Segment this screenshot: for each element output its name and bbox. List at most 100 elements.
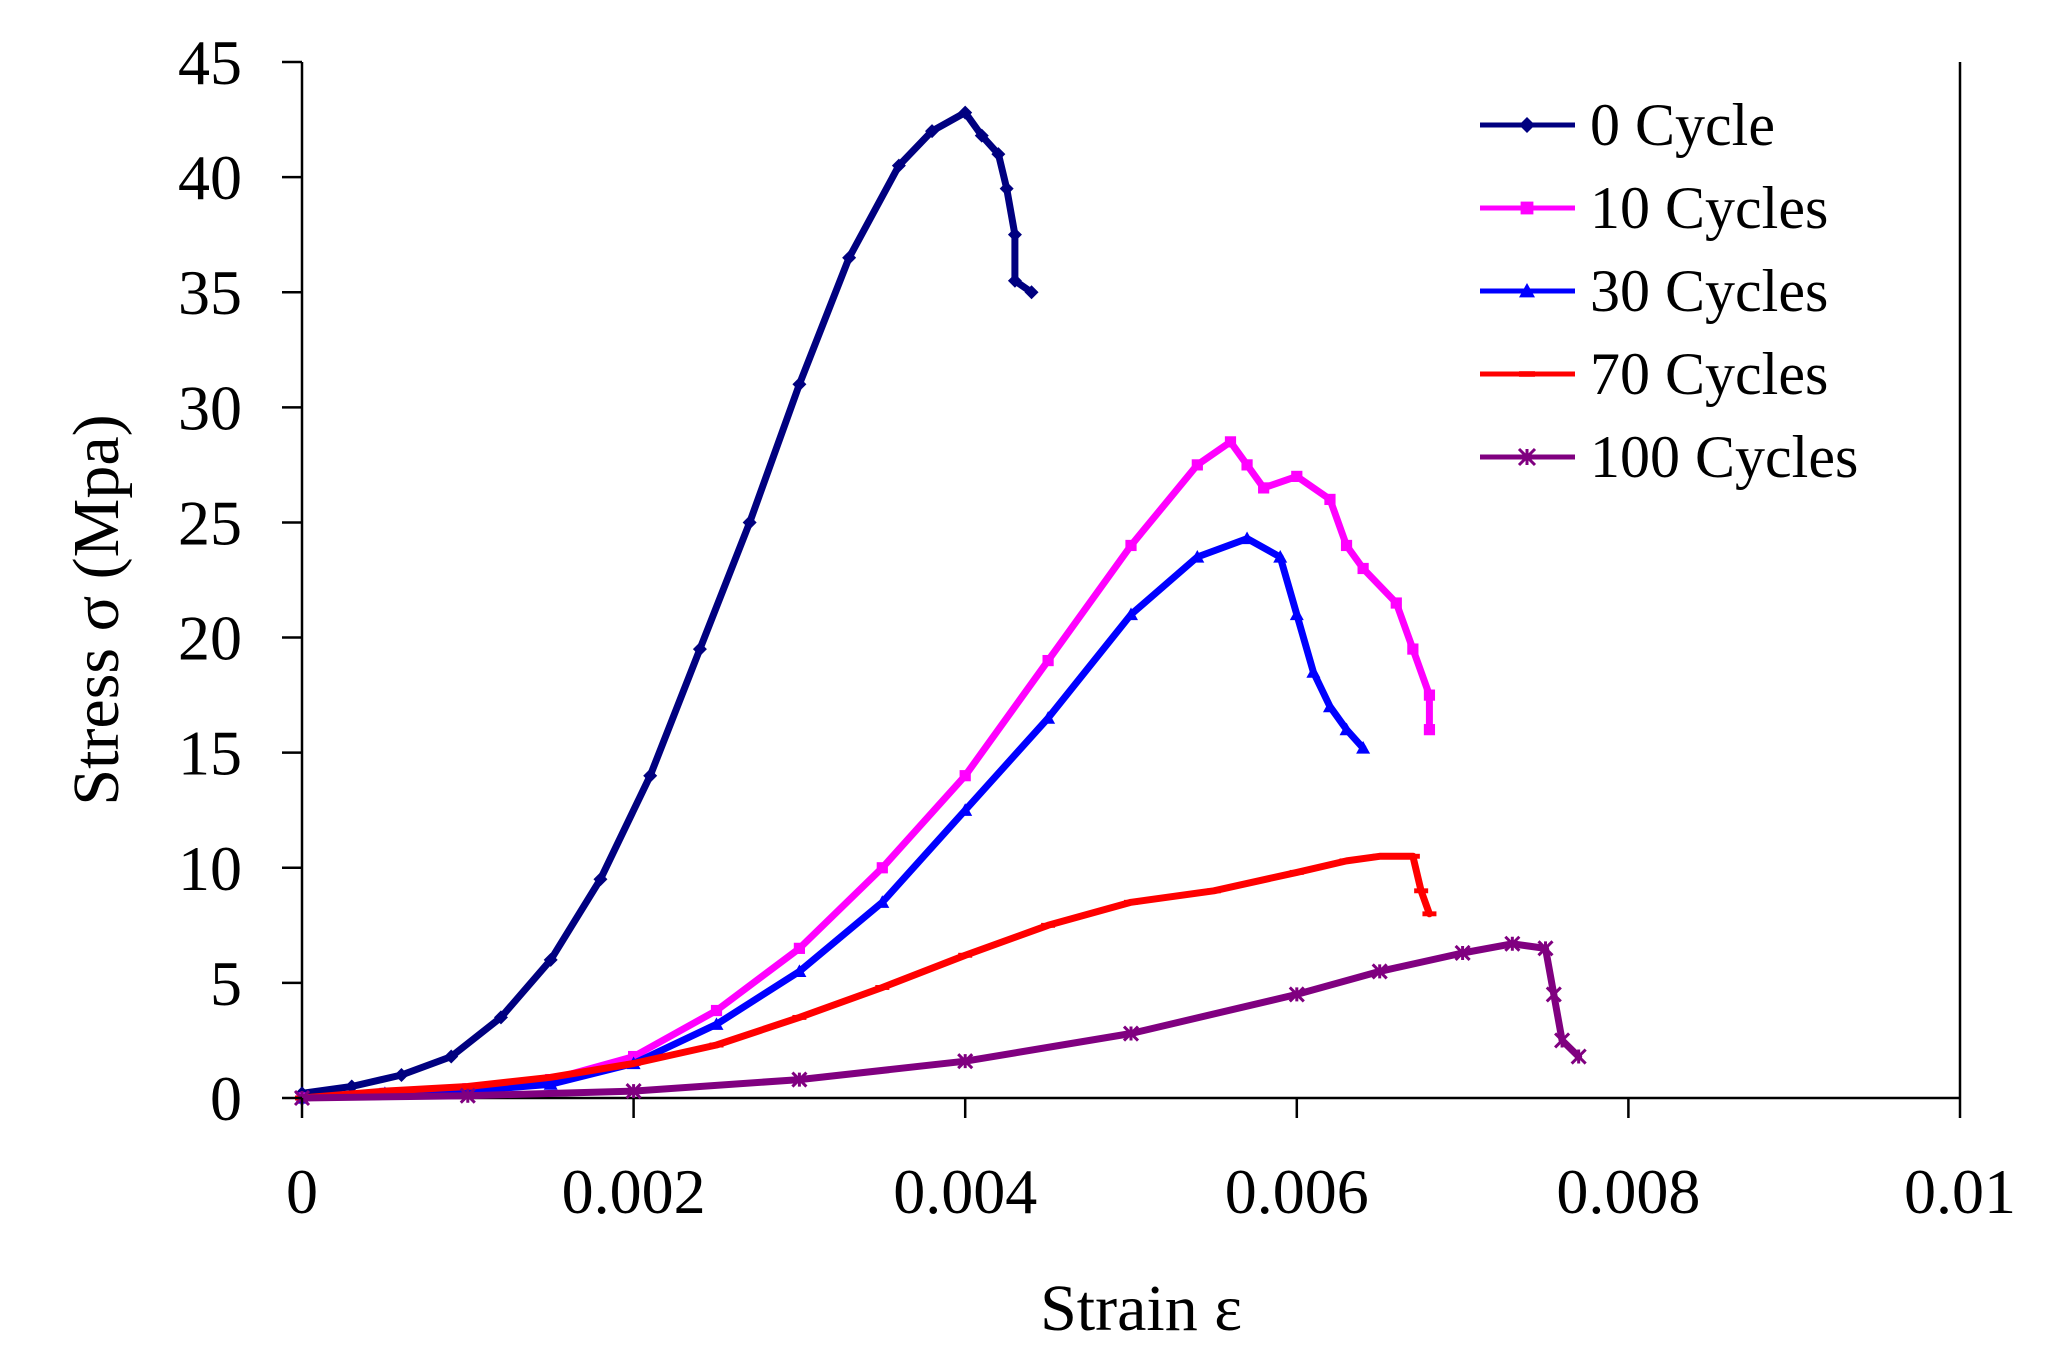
data-point [1423, 689, 1436, 701]
y-axis-ticks: 0 5 10 15 20 25 30 35 40 45 [178, 27, 302, 1134]
data-point [1372, 853, 1387, 859]
data-point [792, 1014, 807, 1020]
data-point [710, 1004, 723, 1017]
x-tick-label: 0.002 [562, 1156, 706, 1227]
y-tick-label: 35 [178, 257, 242, 328]
series-0-cycle [295, 105, 1039, 1101]
data-point [394, 1067, 409, 1082]
data-point [493, 1010, 508, 1025]
data-point [1122, 1025, 1140, 1042]
legend-item: 30 Cycles [1480, 258, 1828, 324]
data-point [1357, 562, 1369, 575]
data-point [1504, 935, 1521, 952]
legend-item: 70 Cycles [1480, 341, 1828, 407]
data-point [1339, 858, 1354, 864]
data-point [1024, 285, 1039, 300]
y-axis-title: Stress σ (Mpa) [60, 414, 133, 805]
data-point [1240, 531, 1255, 545]
series-line [298, 852, 1433, 1102]
legend-marker [1519, 283, 1535, 298]
data-point [842, 250, 857, 265]
legend-marker [1519, 117, 1535, 133]
y-tick-label: 10 [178, 833, 242, 904]
data-point [1289, 607, 1304, 621]
x-axis-ticks: 0 0.002 0.004 0.006 0.008 0.01 [286, 1098, 2016, 1227]
y-tick-label: 25 [178, 487, 242, 558]
data-point [958, 803, 973, 816]
data-point [958, 105, 973, 120]
data-point [1190, 549, 1205, 563]
data-point [709, 1042, 724, 1048]
data-point [1414, 888, 1429, 894]
series-100-cycles [293, 935, 1587, 1107]
series-70-cycles [295, 852, 1437, 1102]
data-point [1007, 273, 1022, 288]
data-point [692, 642, 707, 657]
data-point [1007, 227, 1022, 242]
data-point [1454, 944, 1471, 962]
data-point [958, 952, 973, 958]
data-point [1537, 940, 1554, 957]
y-tick-label: 0 [210, 1063, 242, 1134]
data-point [1288, 986, 1305, 1003]
data-point [643, 768, 658, 783]
y-tick-label: 5 [210, 948, 242, 1019]
x-tick-label: 0.01 [1904, 1156, 2016, 1227]
data-point [875, 895, 890, 908]
data-point [792, 377, 807, 392]
data-point [1407, 643, 1419, 655]
data-point [1356, 741, 1371, 754]
y-tick-label: 15 [178, 718, 242, 789]
data-point [1224, 436, 1237, 448]
data-point [444, 1049, 459, 1064]
legend-label: 0 Cycle [1590, 92, 1775, 158]
series-layer [293, 105, 1587, 1107]
data-point [1545, 986, 1562, 1003]
legend-marker [1520, 201, 1534, 215]
data-point [792, 964, 807, 977]
data-point [925, 124, 940, 139]
data-point [625, 1083, 642, 1100]
data-point [1390, 597, 1402, 609]
x-tick-label: 0.004 [893, 1156, 1037, 1227]
y-tick-label: 30 [178, 372, 242, 443]
data-point [1306, 665, 1321, 678]
data-point [1422, 911, 1437, 917]
y-tick-label: 40 [178, 142, 242, 213]
legend-label: 70 Cycles [1590, 341, 1828, 407]
data-point [1340, 539, 1353, 552]
data-point [1191, 459, 1203, 471]
series-line [298, 109, 1035, 1097]
data-point [543, 1074, 558, 1080]
data-point [543, 1077, 558, 1090]
data-point [959, 770, 971, 782]
x-tick-label: 0.006 [1225, 1156, 1369, 1227]
legend-label: 100 Cycles [1590, 424, 1858, 490]
data-point [1206, 888, 1221, 894]
data-point [1324, 493, 1336, 506]
data-point [957, 1053, 974, 1070]
data-point [1041, 711, 1056, 724]
data-point [709, 1017, 724, 1030]
data-point [791, 1071, 808, 1088]
data-point [1124, 899, 1138, 905]
data-point [742, 515, 757, 530]
data-point [460, 1084, 475, 1089]
legend: 0 Cycle 10 Cycles 30 Cycles 70 Cycles 100 Cy… [1480, 92, 1858, 490]
data-point [459, 1087, 476, 1104]
data-point [999, 181, 1014, 196]
y-tick-label: 45 [178, 27, 242, 98]
data-point [1570, 1048, 1587, 1065]
data-point [1273, 549, 1288, 563]
data-point [1405, 853, 1420, 859]
data-point [1423, 724, 1436, 736]
data-point [543, 952, 558, 967]
data-point [991, 147, 1006, 162]
data-point [1042, 654, 1054, 667]
data-point [377, 1088, 392, 1094]
data-point [1554, 1032, 1571, 1049]
data-point [1322, 699, 1337, 713]
x-axis-title: Strain ε [1040, 1272, 1242, 1345]
y-tick-label: 20 [178, 603, 242, 674]
